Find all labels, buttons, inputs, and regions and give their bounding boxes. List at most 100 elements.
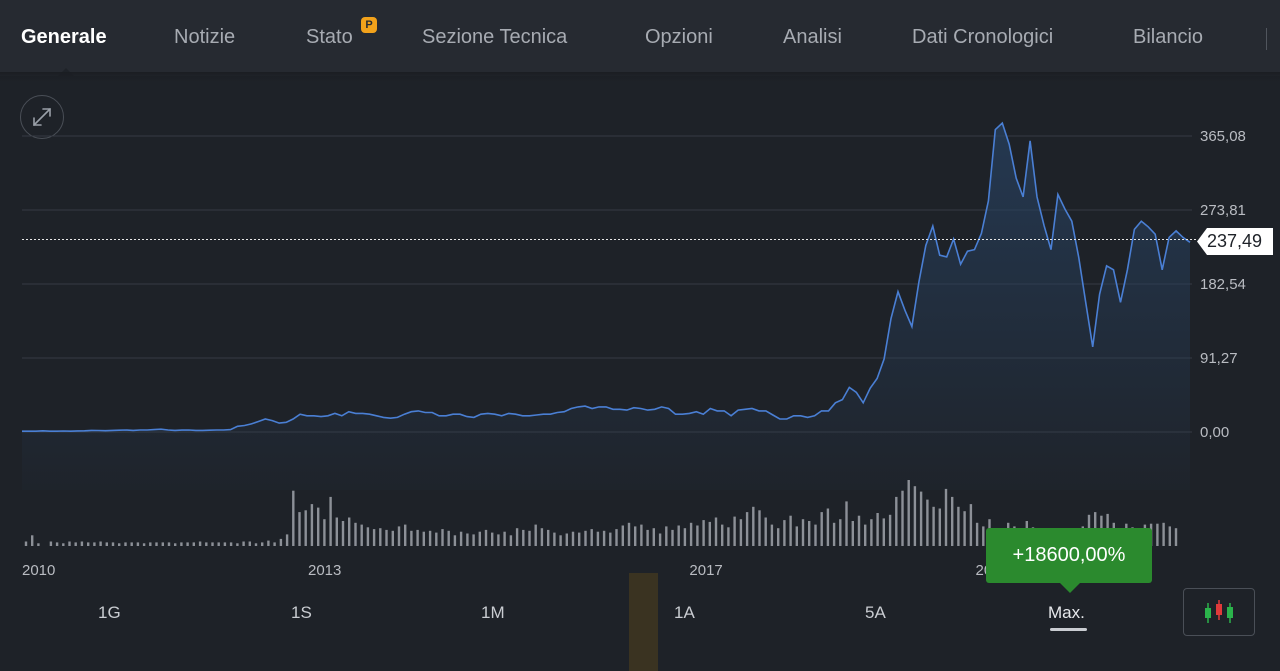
tab-bilancio[interactable]: Bilancio bbox=[1133, 26, 1204, 48]
volume-bar bbox=[118, 543, 121, 546]
volume-bar bbox=[553, 532, 556, 546]
volume-bar bbox=[721, 524, 724, 546]
volume-bar bbox=[671, 529, 674, 546]
tab-stato[interactable]: Stato bbox=[306, 26, 353, 48]
highlight-strip bbox=[629, 573, 658, 671]
volume-bar bbox=[248, 541, 251, 546]
volume-bar bbox=[285, 534, 289, 546]
tab-dati-cronologici[interactable]: Dati Cronologici bbox=[912, 26, 1054, 48]
volume-bar bbox=[571, 531, 575, 546]
tab-opzioni[interactable]: Opzioni bbox=[645, 26, 713, 48]
volume-bar bbox=[540, 528, 544, 546]
volume-bar bbox=[410, 530, 413, 546]
volume-bar bbox=[826, 508, 830, 546]
volume-bar bbox=[267, 540, 270, 546]
price-line bbox=[22, 121, 1191, 433]
volume-bar bbox=[111, 542, 115, 546]
volume-bar bbox=[652, 528, 655, 546]
range-5a[interactable]: 5A bbox=[865, 603, 886, 622]
price-chart[interactable]: 0,00 91,27 182,54 273,81 365,08 2010 2013 2017… bbox=[0, 80, 1280, 580]
y-tick-label: 91,27 bbox=[1200, 350, 1238, 367]
tab-notizie[interactable]: Notizie bbox=[174, 26, 236, 48]
chart-type-button[interactable] bbox=[1183, 588, 1255, 636]
volume-bar bbox=[217, 542, 220, 546]
volume-bar bbox=[1162, 522, 1165, 546]
y-axis-labels: 0,00 91,27 182,54 273,81 365,08 bbox=[1200, 128, 1246, 441]
range-1g[interactable]: 1G bbox=[98, 603, 121, 622]
tab-analisi[interactable]: Analisi bbox=[783, 26, 842, 48]
volume-bar bbox=[845, 501, 848, 546]
volume-bar bbox=[932, 506, 935, 546]
range-1m[interactable]: 1M bbox=[481, 603, 505, 622]
volume-bar bbox=[907, 480, 910, 546]
volume-bar bbox=[428, 530, 432, 546]
volume-bar bbox=[348, 517, 351, 546]
volume-bar bbox=[186, 542, 189, 546]
y-tick-label: 365,08 bbox=[1200, 128, 1246, 145]
x-tick-label: 2010 bbox=[22, 562, 55, 579]
volume-bar bbox=[93, 542, 96, 546]
volume-bar bbox=[963, 511, 966, 546]
volume-bar bbox=[758, 510, 761, 546]
volume-bar bbox=[366, 527, 370, 546]
tab-sezione-tecnica[interactable]: Sezione Tecnica bbox=[422, 26, 568, 48]
performance-badge: +18600,00% bbox=[986, 528, 1152, 583]
range-1s[interactable]: 1S bbox=[291, 603, 312, 622]
volume-bar bbox=[24, 541, 28, 546]
volume-bar bbox=[683, 528, 687, 546]
y-tick-label: 182,54 bbox=[1200, 276, 1246, 293]
volume-bar bbox=[839, 519, 842, 546]
volume-bar bbox=[87, 542, 90, 546]
volume-bar bbox=[211, 542, 214, 546]
volume-bar bbox=[584, 530, 587, 546]
candlestick-icon bbox=[1205, 600, 1233, 623]
volume-bar bbox=[901, 490, 904, 546]
volume-bar bbox=[509, 535, 513, 546]
volume-bar bbox=[447, 530, 450, 546]
volume-bar bbox=[634, 526, 637, 546]
volume-bar bbox=[969, 504, 973, 546]
volume-bar bbox=[795, 526, 798, 546]
volume-bar bbox=[820, 512, 823, 546]
volume-bar bbox=[459, 531, 463, 546]
volume-bar bbox=[416, 529, 419, 546]
volume-bar bbox=[801, 519, 805, 546]
volume-bar bbox=[559, 535, 562, 546]
volume-bar bbox=[441, 529, 444, 546]
volume-bar bbox=[136, 542, 140, 546]
volume-bar bbox=[205, 542, 208, 546]
expand-chart-button[interactable] bbox=[20, 95, 64, 139]
tab-generale[interactable]: Generale bbox=[21, 26, 107, 48]
volume-bar bbox=[677, 525, 680, 546]
volume-bar bbox=[385, 529, 388, 546]
range-max[interactable]: Max. bbox=[1048, 603, 1085, 622]
volume-bar bbox=[149, 542, 152, 546]
volume-bar bbox=[783, 520, 786, 546]
volume-bar bbox=[770, 524, 774, 546]
volume-bar bbox=[1174, 528, 1178, 546]
premium-badge-icon: P bbox=[361, 17, 377, 33]
range-1a[interactable]: 1A bbox=[674, 603, 695, 622]
volume-bar bbox=[777, 528, 780, 546]
volume-bar bbox=[602, 530, 606, 546]
volume-bar bbox=[130, 542, 133, 546]
volume-bar bbox=[180, 542, 183, 546]
volume-bar bbox=[379, 528, 382, 546]
x-tick-label: 2017 bbox=[689, 562, 722, 579]
y-tick-label: 273,81 bbox=[1200, 202, 1246, 219]
volume-bar bbox=[808, 521, 811, 546]
volume-bar bbox=[503, 531, 506, 546]
x-axis-labels: 2010201320172020 bbox=[22, 562, 1009, 579]
volume-bar bbox=[596, 531, 600, 546]
volume-bar bbox=[621, 525, 624, 546]
volume-bar bbox=[105, 542, 108, 546]
volume-bar bbox=[68, 541, 71, 546]
volume-bar bbox=[888, 514, 892, 546]
volume-bar bbox=[895, 496, 898, 546]
volume-bar bbox=[515, 528, 519, 546]
current-price-tag bbox=[1197, 228, 1273, 255]
volume-bar bbox=[832, 522, 836, 546]
volume-bar bbox=[714, 517, 718, 546]
volume-bar bbox=[223, 542, 227, 546]
volume-bar bbox=[49, 541, 53, 546]
